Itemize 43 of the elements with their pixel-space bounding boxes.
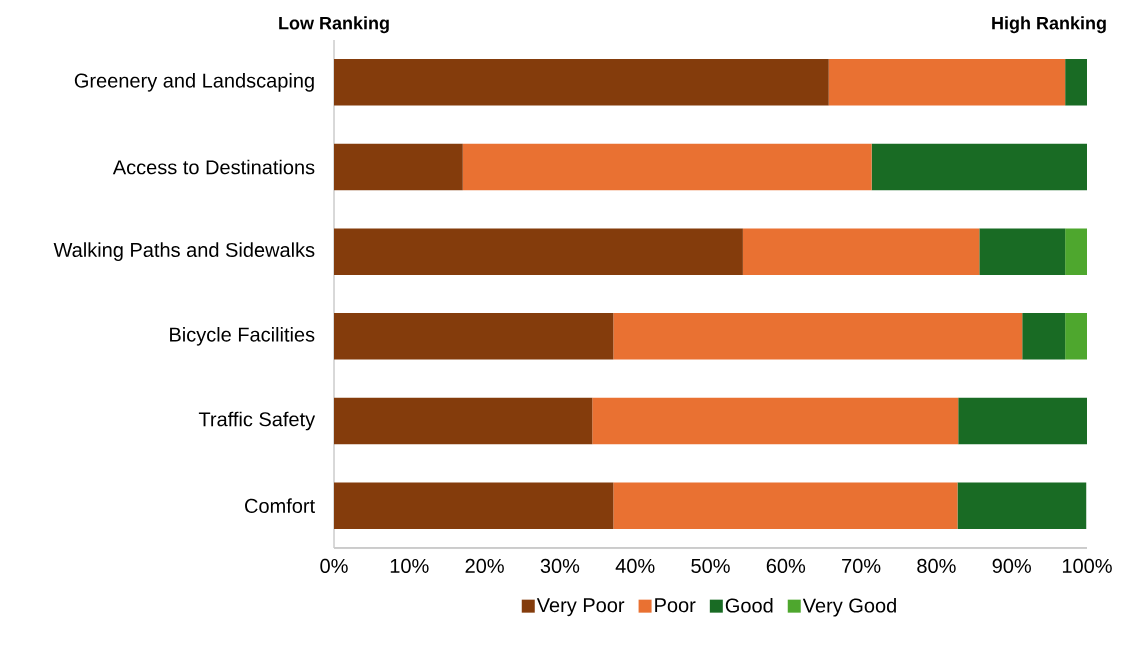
bar — [334, 313, 614, 360]
bar — [334, 397, 593, 445]
x-tick-label: 60% — [766, 558, 806, 574]
bar — [1022, 313, 1066, 360]
x-tick-label: 0% — [320, 558, 348, 574]
legend-label: Very Poor — [536, 598, 625, 617]
bar — [1065, 228, 1087, 275]
x-tick-label: 40% — [615, 558, 655, 574]
bar — [828, 59, 1066, 106]
bar — [957, 482, 1087, 529]
bar — [871, 143, 1087, 191]
x-tick-label: 70% — [842, 558, 881, 574]
x-tick-label: 90% — [992, 558, 1031, 574]
legend-label: Very Good — [802, 597, 896, 617]
x-tick-label: 10% — [390, 558, 429, 574]
y-tick-label: Traffic Safety — [198, 411, 316, 431]
bar — [462, 143, 872, 191]
bar — [334, 482, 614, 529]
bar — [334, 59, 829, 106]
bar — [613, 482, 958, 529]
x-tick-label: 100% — [1062, 558, 1112, 574]
y-tick-label: Comfort — [245, 498, 315, 513]
x-tick-label: 30% — [540, 558, 580, 574]
legend-label: Good — [725, 597, 773, 613]
bar — [334, 228, 743, 275]
y-tick-label: Walking Paths and Sidewalks — [53, 242, 315, 261]
text: High Ranking — [992, 16, 1106, 34]
bar — [742, 228, 980, 275]
y-tick-label: Access to Destinations — [112, 159, 315, 175]
x-tick-label: 50% — [691, 558, 730, 574]
bar — [1065, 313, 1087, 360]
bar — [613, 313, 1023, 360]
x-tick-label: 20% — [465, 558, 504, 574]
legend-label: Poor — [655, 598, 696, 613]
x-tick-label: 80% — [917, 558, 956, 574]
y-tick-label: Bicycle Facilities — [170, 327, 315, 346]
bar — [1065, 59, 1087, 106]
bar — [592, 397, 959, 445]
bar — [979, 228, 1066, 275]
bar — [958, 397, 1087, 445]
bar — [334, 143, 463, 191]
y-tick-label: Greenery and Landscaping — [74, 73, 314, 92]
text: Low Ranking — [279, 16, 389, 34]
